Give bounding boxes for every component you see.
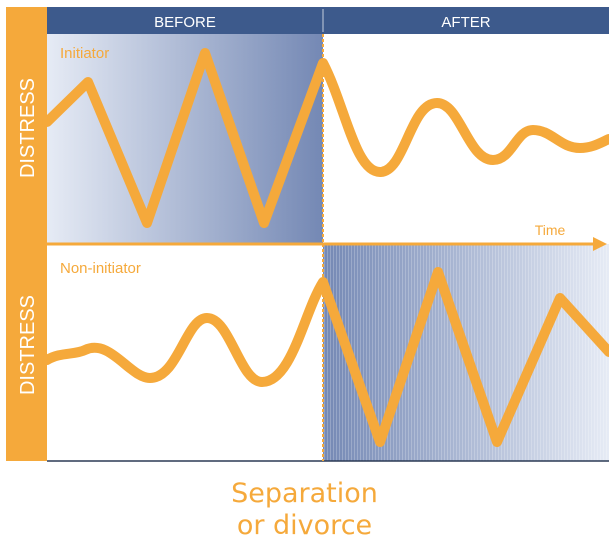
before-label: BEFORE — [154, 14, 216, 31]
initiator-distress-line — [42, 48, 609, 228]
noninitiator-series-label: Non-initiator — [60, 260, 141, 277]
before-shade-initiator — [47, 34, 323, 244]
after-label: AFTER — [441, 14, 490, 31]
time-axis-arrowhead — [593, 237, 607, 251]
initiator-series-label: Initiator — [60, 45, 109, 62]
distress-label-initiator: DISTRESS — [17, 78, 39, 178]
distress-label-noninitiator: DISTRESS — [17, 295, 39, 395]
separation-caption-line1: Separation — [231, 478, 378, 509]
time-label: Time — [535, 222, 566, 238]
header-bar — [47, 7, 609, 34]
separation-caption-line2: or divorce — [236, 510, 373, 541]
distress-axis-bar — [6, 7, 47, 461]
noninitiator-distress-line — [42, 267, 609, 447]
